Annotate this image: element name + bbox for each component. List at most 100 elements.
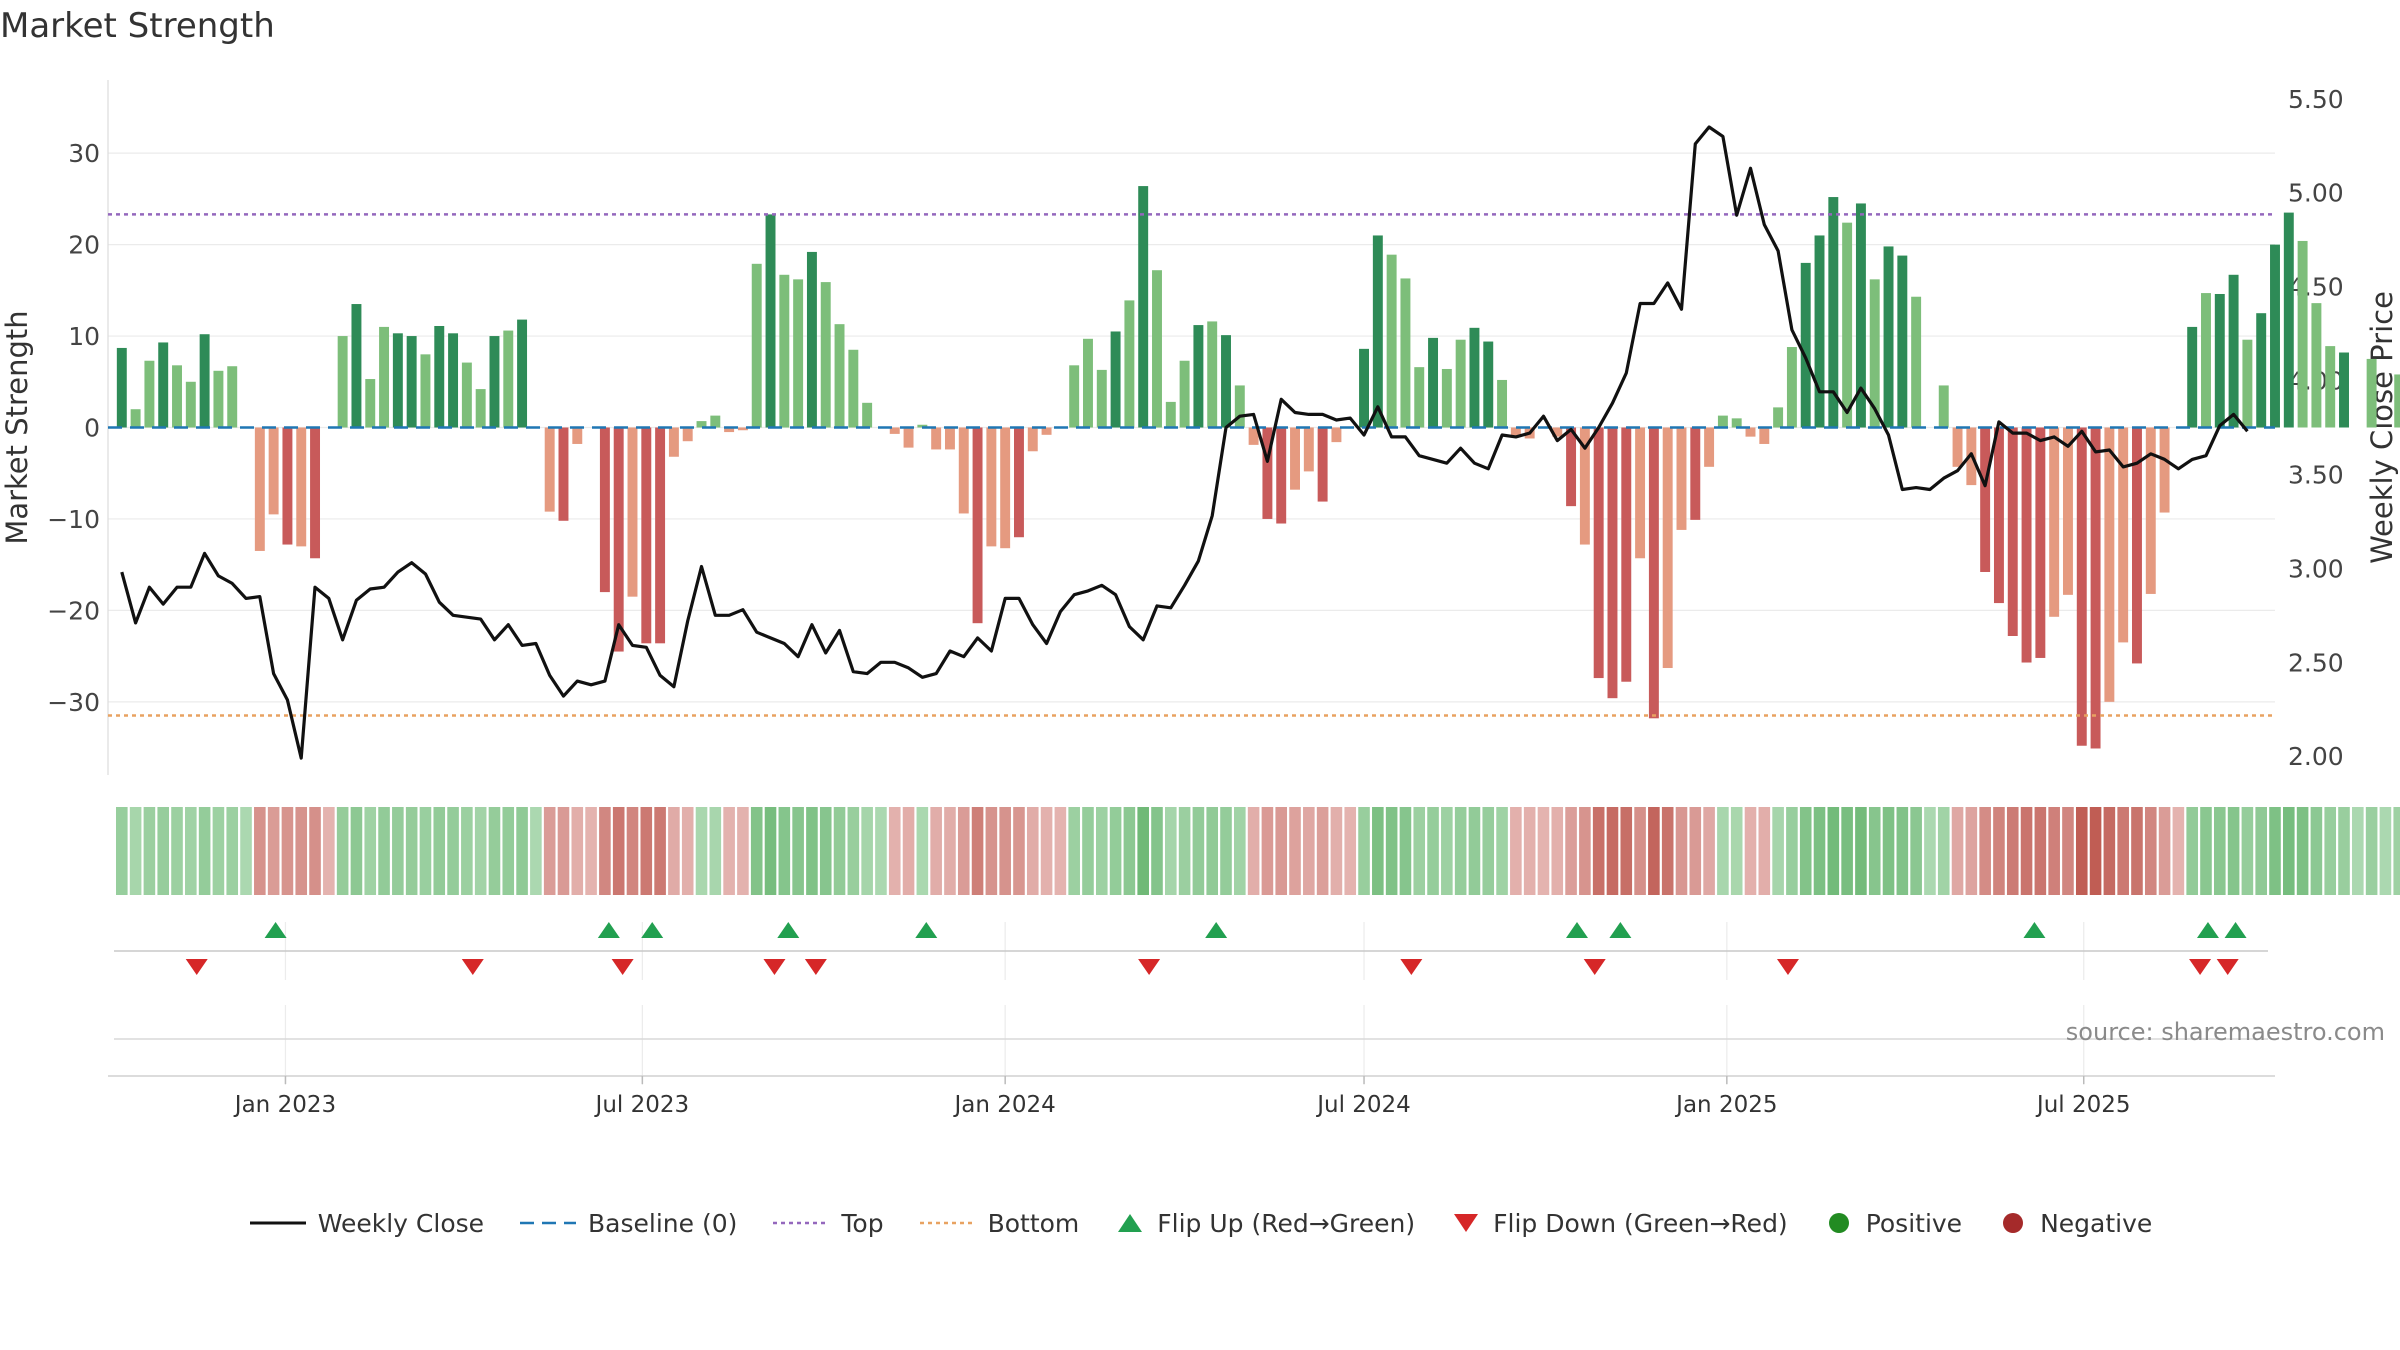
flip-up-marker [641, 922, 664, 938]
strength-bar [2214, 293, 2225, 428]
heat-strip-cell [944, 807, 956, 895]
heat-strip-cell [1372, 807, 1384, 895]
heat-strip-cell [1744, 807, 1757, 895]
flip-down-triangle-icon [1454, 1214, 1479, 1232]
heat-strip-cell [847, 807, 860, 895]
heat-strip-cell [1841, 807, 1853, 895]
y2-tick-label: 5.00 [2288, 179, 2344, 208]
strength-bar [1579, 427, 1590, 545]
strength-bar [1372, 235, 1383, 428]
legend-item-flip-up[interactable]: Flip Up (Red→Green) [1113, 1208, 1415, 1238]
legend-item-bottom[interactable]: Bottom [918, 1208, 1079, 1238]
y-tick-label: −10 [47, 505, 100, 534]
strength-bar [448, 333, 459, 428]
strength-bar [1483, 341, 1494, 428]
weekly-close-line [120, 125, 2249, 760]
heat-strip-cell [1123, 807, 1136, 895]
flip-down-marker [1583, 959, 1606, 975]
positive-dot-icon [1828, 1213, 1849, 1233]
flip-down-marker [1400, 959, 1423, 975]
heat-strip-cell [1827, 807, 1840, 895]
strength-bar [517, 319, 528, 428]
heat-strip-cell [378, 807, 390, 895]
strength-bar [834, 324, 845, 428]
strength-bar [461, 362, 472, 428]
flip-down-marker [1776, 959, 1799, 975]
strength-bar [489, 336, 500, 428]
heat-strip-cell [1399, 807, 1412, 895]
strength-bar [1828, 197, 1839, 428]
strength-bar [1262, 427, 1273, 519]
strength-bar [254, 427, 265, 551]
strength-bar [2242, 339, 2253, 428]
heat-strip-cell [447, 807, 459, 895]
heat-strip-cell [1648, 807, 1660, 895]
strength-bar [1152, 270, 1162, 428]
strength-bar [1621, 427, 1632, 682]
chart-legend: Weekly Close Baseline (0) Top Bottom Fli… [0, 1208, 2400, 1238]
strength-bar [1414, 367, 1425, 428]
heat-strip-cell [254, 807, 266, 895]
heat-strip-cell [999, 807, 1011, 895]
negative-dot-icon [2003, 1213, 2024, 1233]
y2-tick-label: 3.00 [2288, 554, 2344, 583]
heat-strip-cell [1385, 807, 1398, 895]
flip-down-marker [804, 959, 827, 975]
strength-bar [1317, 427, 1328, 502]
legend-item-top[interactable]: Top [771, 1208, 884, 1238]
heat-strip-cell [2144, 807, 2157, 895]
strength-bar [972, 427, 983, 624]
heat-strip-cell [888, 807, 901, 895]
weekly-close-line-icon [249, 1221, 306, 1225]
strength-bar [1455, 339, 1466, 428]
strength-bar [655, 427, 666, 644]
legend-item-weekly-close[interactable]: Weekly Close [248, 1208, 484, 1238]
y-tick-label: −20 [47, 596, 100, 625]
heat-strip-cell [875, 807, 887, 895]
heat-strip-cell [792, 807, 804, 895]
heat-strip-cell [1786, 807, 1798, 895]
legend-item-flip-down[interactable]: Flip Down (Green→Red) [1449, 1208, 1788, 1238]
strength-bar [1248, 427, 1259, 445]
flip-up-marker [915, 922, 938, 938]
strength-bar [1027, 427, 1038, 452]
heat-strip-cell [1896, 807, 1909, 895]
strength-bar [1013, 427, 1024, 538]
heat-strip-cell [1413, 807, 1426, 895]
heat-strip-cell [750, 807, 763, 895]
legend-item-baseline[interactable]: Baseline (0) [518, 1208, 737, 1238]
heat-strip-cell [1441, 807, 1453, 895]
flip-down-marker [461, 959, 484, 975]
strength-bar [1096, 369, 1107, 428]
heat-strip-cell [1661, 807, 1674, 895]
flip-down-marker [763, 959, 786, 975]
legend-label-flip-up: Flip Up (Red→Green) [1157, 1208, 1416, 1238]
strength-bar [1234, 385, 1245, 428]
strength-bar [1303, 427, 1314, 472]
heat-strip-cell [2393, 807, 2400, 895]
y-tick-label: 30 [68, 139, 100, 168]
heat-strip-cell [461, 807, 473, 895]
strength-bar [2256, 313, 2267, 428]
flip-up-marker [2023, 922, 2046, 938]
strength-bar [2339, 352, 2349, 428]
strength-bar [1676, 427, 1687, 530]
heat-strip-cell [1234, 807, 1246, 895]
heat-strip-cell [861, 807, 873, 895]
heat-strip-cell [902, 807, 915, 895]
heat-strip-cell [2186, 807, 2198, 895]
strength-bar [1993, 427, 2004, 604]
heat-strip-cell [1592, 807, 1605, 895]
strength-bar [2283, 212, 2294, 428]
strength-bar [1731, 418, 1742, 428]
legend-item-positive[interactable]: Positive [1822, 1208, 1962, 1238]
strength-bar [1441, 368, 1452, 428]
strength-bar [2118, 427, 2129, 643]
heat-strip-cell [806, 807, 818, 895]
legend-item-negative[interactable]: Negative [1996, 1208, 2152, 1238]
heat-strip-cell [1220, 807, 1232, 895]
strength-bar [2297, 240, 2308, 428]
heat-strip-cell [2352, 807, 2364, 895]
strength-bar [1745, 427, 1756, 437]
heat-strip-cell [1109, 807, 1122, 895]
